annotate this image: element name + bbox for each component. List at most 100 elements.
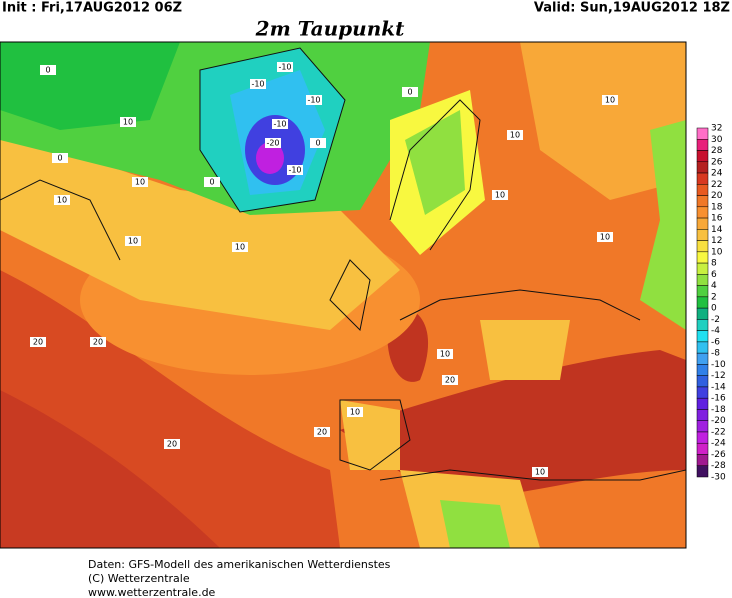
legend-swatch xyxy=(696,454,709,466)
contour-label: 10 xyxy=(128,237,138,246)
legend-swatch xyxy=(696,341,709,354)
legend-swatch xyxy=(696,285,709,298)
legend-label: 28 xyxy=(711,146,723,156)
contour-label: -20 xyxy=(266,139,279,148)
contour-label: 20 xyxy=(317,428,327,437)
contour-label-box xyxy=(492,190,508,200)
legend-label: 2 xyxy=(711,292,717,302)
contour-label: 20 xyxy=(445,376,455,385)
legend-swatch xyxy=(696,127,709,140)
legend-label: 24 xyxy=(711,169,723,179)
contour-label: 10 xyxy=(440,350,450,359)
legend-label: 32 xyxy=(711,124,722,134)
contour-label: 10 xyxy=(605,96,615,105)
legend-label: -16 xyxy=(711,394,726,404)
contour-label-box xyxy=(30,337,46,347)
contour-label: 0 xyxy=(209,178,214,187)
contour-label-box xyxy=(54,195,70,205)
legend-swatch xyxy=(696,352,709,365)
contour-label-box xyxy=(597,232,613,242)
contour-label: -10 xyxy=(288,166,301,175)
contour-label: 10 xyxy=(57,196,67,205)
legend-swatch xyxy=(696,184,709,196)
contour-label: 10 xyxy=(600,233,610,242)
legend-label: 8 xyxy=(711,259,717,269)
contour-label: 10 xyxy=(135,178,145,187)
legend-label: -28 xyxy=(711,461,726,471)
legend-label: 0 xyxy=(711,304,717,314)
legend-label: -2 xyxy=(711,315,720,325)
contour-label-box xyxy=(232,242,248,252)
legend-label: 20 xyxy=(711,191,723,201)
contour-label-box xyxy=(310,138,326,148)
legend-label: -22 xyxy=(711,427,726,437)
legend-label: 26 xyxy=(711,157,723,167)
legend-swatch xyxy=(696,442,709,455)
legend-label: 30 xyxy=(711,135,723,145)
legend-swatch xyxy=(696,431,709,444)
contour-label-box xyxy=(277,62,293,72)
legend-swatch xyxy=(696,139,709,151)
contour-label: -10 xyxy=(273,120,286,129)
map-title: 2m Taupunkt xyxy=(255,17,405,41)
legend-label: -4 xyxy=(711,326,720,336)
contour-label-box xyxy=(125,236,141,246)
legend-swatch xyxy=(696,150,709,163)
map-field xyxy=(0,42,686,548)
legend-label: -26 xyxy=(711,450,726,460)
footer-line: www.wetterzentrale.de xyxy=(88,586,216,598)
contour-label: 10 xyxy=(510,131,520,140)
legend-swatch xyxy=(696,296,709,309)
legend-swatch xyxy=(696,364,709,376)
legend-swatch xyxy=(696,330,709,343)
contour-label: 20 xyxy=(93,338,103,347)
legend-swatch xyxy=(696,274,709,286)
contour-label-box xyxy=(287,165,303,175)
contour-label: 20 xyxy=(167,440,177,449)
legend-swatch xyxy=(696,397,709,410)
legend-label: -30 xyxy=(711,473,726,483)
legend-swatch xyxy=(696,375,709,388)
legend-swatch xyxy=(696,217,709,230)
legend-swatch xyxy=(696,229,709,241)
contour-label-box xyxy=(402,87,418,97)
contour-label-box xyxy=(507,130,523,140)
legend-swatch xyxy=(696,386,709,399)
contour-label: 10 xyxy=(535,468,545,477)
legend-label: 22 xyxy=(711,180,722,190)
contour-label: -10 xyxy=(251,80,264,89)
contour-label: -10 xyxy=(307,96,320,105)
legend-label: -10 xyxy=(711,360,726,370)
contour-label-box xyxy=(314,427,330,437)
legend-label: -20 xyxy=(711,416,726,426)
legend-swatch xyxy=(696,409,709,421)
legend-label: 12 xyxy=(711,236,722,246)
contour-label-box xyxy=(132,177,148,187)
contour-label-box xyxy=(265,138,281,148)
legend-swatch xyxy=(696,195,709,208)
legend-label: -24 xyxy=(711,439,726,449)
legend-swatch xyxy=(696,206,709,219)
contour-label-box xyxy=(52,153,68,163)
legend-label: -6 xyxy=(711,337,720,347)
legend-swatch xyxy=(696,262,709,275)
contour-label-box xyxy=(40,65,56,75)
contour-label-box xyxy=(532,467,548,477)
contour-label-box xyxy=(120,117,136,127)
legend-swatch xyxy=(696,240,709,253)
legend-label: -12 xyxy=(711,371,726,381)
legend-label: -14 xyxy=(711,382,726,392)
legend-label: -8 xyxy=(711,349,720,359)
contour-label: 10 xyxy=(495,191,505,200)
legend-swatch xyxy=(696,319,709,331)
legend-swatch xyxy=(696,161,709,174)
legend-label: 10 xyxy=(711,247,723,257)
contour-label-box xyxy=(204,177,220,187)
contour-label: 10 xyxy=(235,243,245,252)
contour-label-box xyxy=(347,407,363,417)
legend-label: 14 xyxy=(711,225,723,235)
legend-swatch xyxy=(696,420,709,433)
legend-label: 6 xyxy=(711,270,717,280)
legend-label: 16 xyxy=(711,214,723,224)
